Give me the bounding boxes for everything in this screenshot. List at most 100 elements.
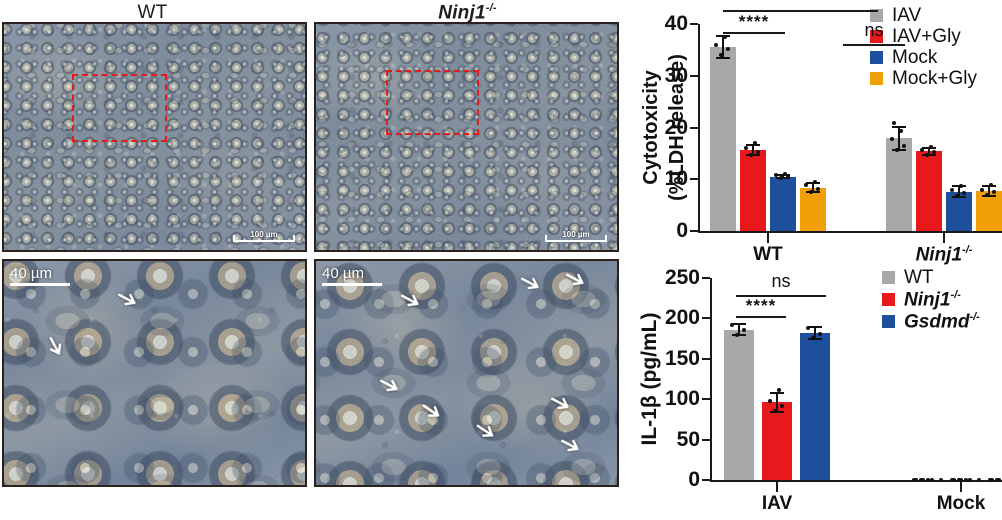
legend-item[interactable]: Mock [870, 48, 977, 67]
data-point [805, 326, 810, 331]
data-point [783, 171, 787, 176]
legend-item[interactable]: IAV+Gly [870, 27, 977, 46]
micrograph-wt-overview: 100 µm [2, 22, 307, 252]
data-point [723, 34, 727, 39]
data-point [785, 174, 790, 179]
y-axis-tick-label: 50 [676, 427, 700, 451]
data-point [988, 478, 992, 482]
legend-swatch-Mock [870, 51, 883, 64]
scale-bar-40um: 40 µm [10, 266, 70, 286]
data-point [803, 182, 808, 187]
bar-WT-IAV [724, 329, 754, 480]
x-axis-group-label: Ninj1-/- [915, 244, 973, 266]
scale-bar-label: 40 µm [322, 265, 364, 282]
cell-field [316, 261, 617, 485]
legend-label: WT [904, 267, 934, 288]
bar-Mock-WT [770, 176, 796, 231]
significance-annotation: **** [738, 12, 770, 31]
scale-bar-100um: 100 µm [233, 231, 295, 242]
micrograph-title-wt: WT [137, 2, 168, 23]
data-point [925, 478, 930, 482]
data-point [961, 190, 966, 195]
legend-swatch-Gsdmd [882, 315, 895, 329]
data-point [741, 327, 746, 332]
data-point [985, 193, 989, 198]
data-point [729, 322, 734, 327]
pointer-arrow-icon [554, 428, 589, 463]
y-axis-tick-label: 150 [664, 346, 700, 370]
y-axis-tick-label: 250 [664, 266, 700, 289]
data-point [979, 187, 984, 192]
data-point [925, 152, 929, 157]
data-point [997, 478, 1001, 482]
data-point [912, 478, 916, 482]
chart-cytotoxicity: 0 10 20 30 40 Cytotoxicity (%LDH release) WT Nin… [624, 0, 1002, 265]
data-point [977, 478, 981, 482]
data-point [939, 478, 943, 482]
pointer-arrow-icon [415, 394, 451, 430]
data-point [892, 121, 897, 126]
cell-field [316, 24, 617, 250]
significance-annotation: ns [864, 20, 884, 40]
data-point [955, 194, 959, 199]
bar-IAV-WT [710, 47, 736, 231]
micrograph-wt-magnified: 40 µm [2, 259, 307, 487]
legend-label: IAV [892, 5, 922, 26]
data-point [968, 478, 972, 482]
bar-IAVGly-WT [740, 150, 766, 231]
legend-item[interactable]: WT [882, 268, 980, 287]
y-axis-tick-label: 200 [664, 306, 700, 330]
data-point [931, 150, 936, 155]
y-axis-label-line1: Cytotoxicity [640, 70, 662, 185]
data-point [963, 478, 968, 482]
legend-item[interactable]: Ninj1-/- [882, 290, 980, 309]
data-point [779, 403, 784, 408]
data-point [773, 408, 777, 413]
data-point [959, 478, 963, 482]
data-point [895, 148, 899, 153]
pointer-arrow-icon [544, 386, 579, 421]
y-axis-tick-label: 0 [688, 468, 700, 491]
data-point [817, 331, 822, 336]
data-point [930, 478, 934, 482]
micrograph-ninj1-overview: 100 µm [314, 22, 619, 252]
roi-dashed-box [72, 74, 167, 142]
data-point [950, 478, 954, 482]
data-point [773, 173, 778, 178]
legend-swatch-IAV [870, 9, 883, 22]
data-point [743, 146, 748, 151]
data-point [779, 176, 783, 181]
data-point [735, 332, 739, 337]
chart-legend: WT Ninj1-/- Gsdmd-/- [882, 268, 980, 335]
data-point [949, 188, 954, 193]
y-axis-tick-label: 10 [664, 167, 688, 191]
micrograph-ninj1-magnified: 40 µm [314, 259, 619, 487]
bar-IAVGly-Ninj1 [916, 151, 942, 231]
legend-item[interactable]: Gsdmd-/- [882, 312, 980, 332]
scale-bar-label: 100 µm [250, 230, 278, 239]
legend-item[interactable]: IAV [870, 6, 977, 25]
y-axis-tick-label: 100 [664, 387, 700, 411]
y-axis-tick-label: 40 [664, 12, 688, 35]
y-axis-tick-label: 0 [676, 219, 688, 242]
data-point [749, 153, 753, 158]
legend-item[interactable]: Mock+Gly [870, 69, 977, 88]
data-point [919, 147, 924, 152]
data-point [991, 190, 996, 195]
pointer-arrow-icon [559, 262, 594, 297]
data-point [901, 143, 906, 148]
roi-dashed-box [386, 70, 479, 135]
legend-swatch-IAVGly [870, 30, 883, 43]
data-point [753, 141, 757, 146]
data-point [725, 46, 730, 51]
bar-Mock-Ninj1 [946, 191, 972, 231]
cell-field [4, 261, 305, 485]
scale-bar-100um: 100 µm [545, 231, 607, 242]
data-point [815, 186, 820, 191]
pointer-arrow-icon [514, 266, 549, 301]
data-point [899, 128, 903, 133]
pointer-arrow-icon [373, 368, 408, 403]
legend-label: Ninj1-/- [904, 289, 961, 311]
x-axis-group-label: WT [753, 244, 783, 265]
data-point [719, 53, 723, 58]
